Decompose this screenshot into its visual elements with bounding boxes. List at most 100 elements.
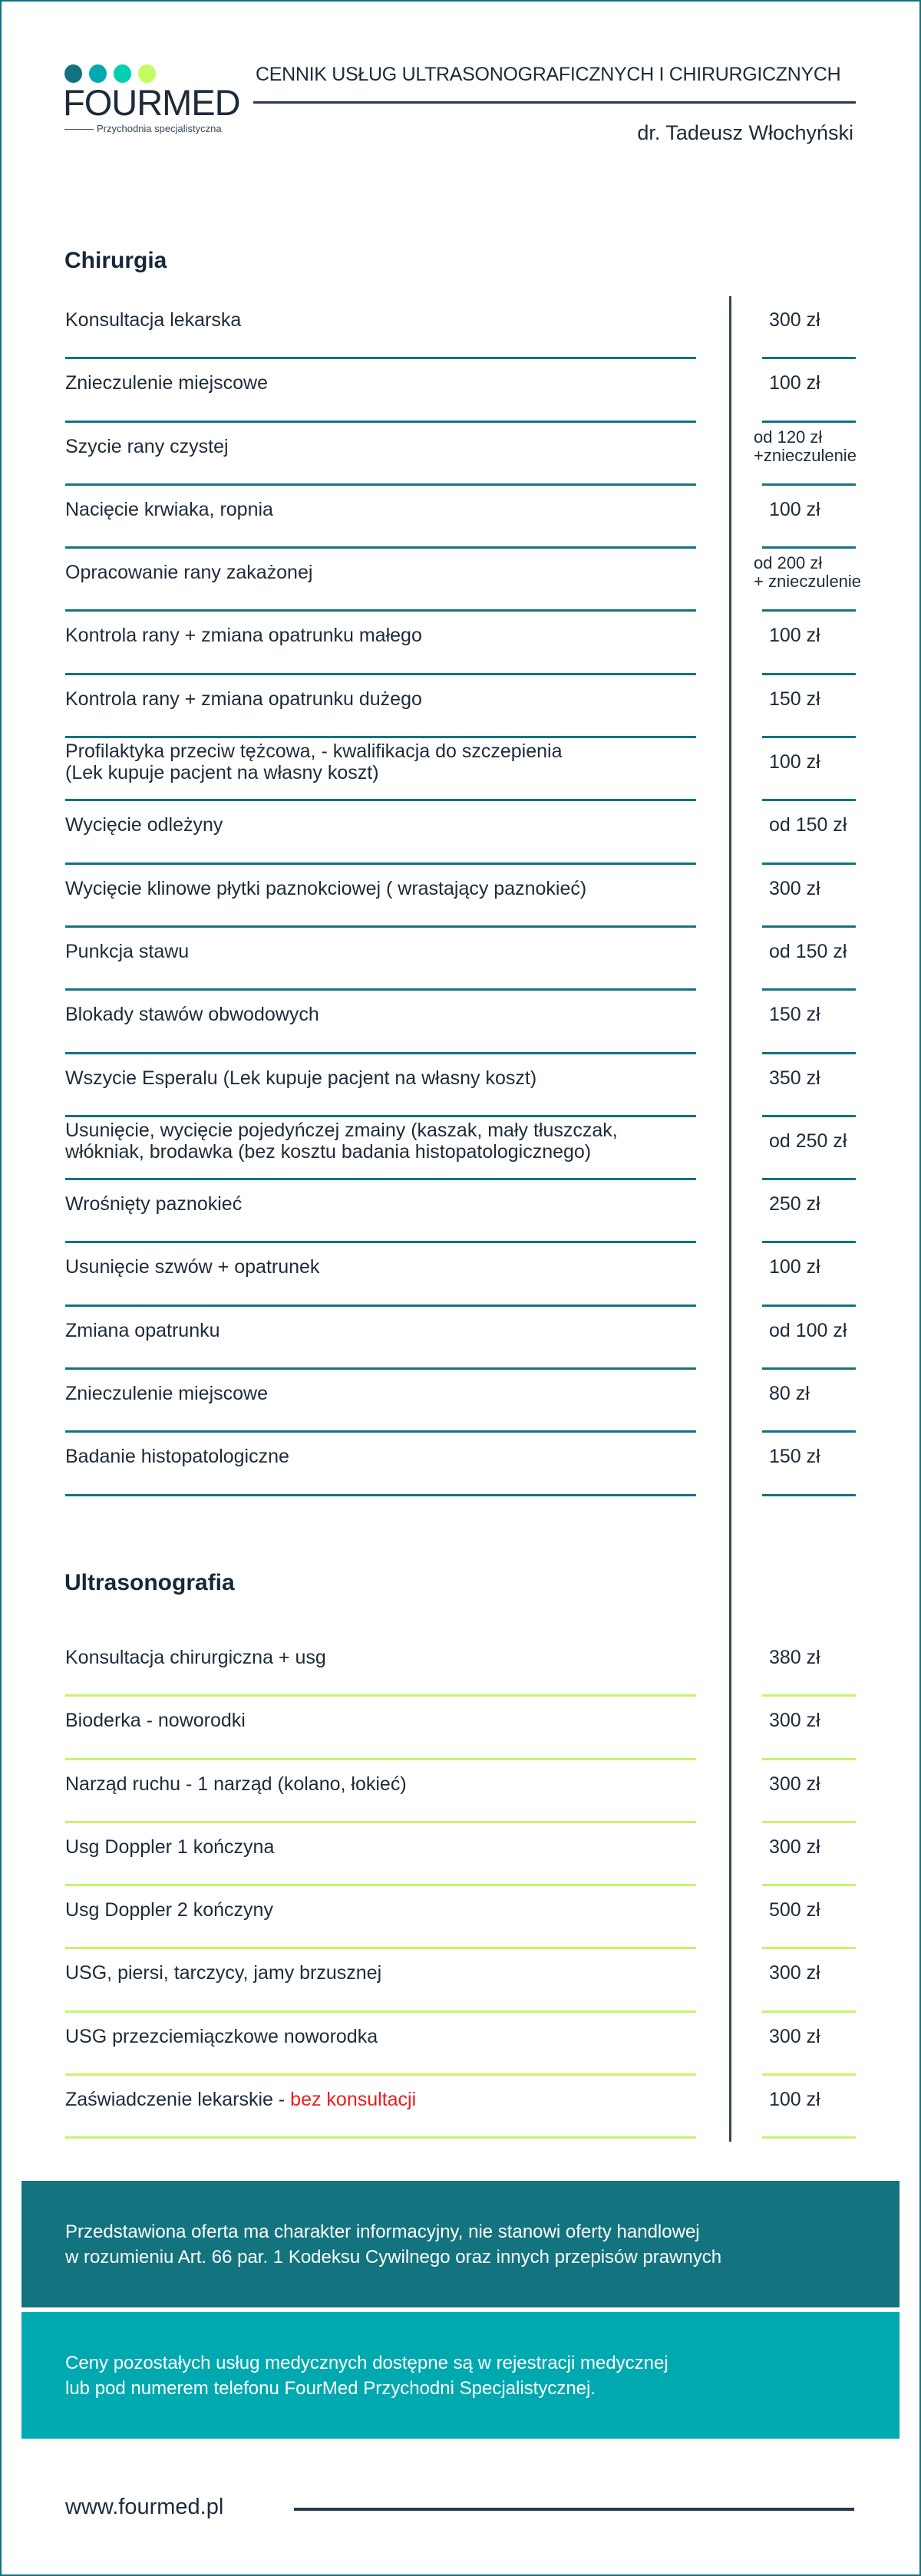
row-divider — [65, 1694, 696, 1697]
service-price: od 150 zł — [769, 940, 847, 962]
service-name: Punkcja stawu — [65, 928, 702, 975]
service-price: 150 zł — [769, 688, 820, 710]
service-price: 300 zł — [769, 1773, 820, 1795]
price-row: Wycięcie odleżyny od 150 zł — [0, 801, 921, 865]
service-name: Badanie histopatologiczne — [65, 1433, 702, 1480]
price-divider — [762, 2136, 856, 2139]
service-name-text: Konsultacja lekarska — [65, 309, 242, 331]
price-divider — [762, 1493, 856, 1496]
row-divider — [65, 2073, 696, 2076]
price-row: Narząd ruchu - 1 narząd (kolano, łokieć)… — [0, 1760, 921, 1823]
service-name: Znieczulenie miejscowe — [65, 1370, 702, 1417]
service-name-text: USG przezciemiączkowe noworodka — [65, 2025, 378, 2047]
service-price: 300 zł — [769, 2025, 820, 2047]
price-divider — [762, 420, 856, 423]
price-divider — [762, 799, 856, 802]
service-name: Nacięcie krwiaka, ropnia — [65, 486, 702, 533]
service-price: 300 zł — [769, 1836, 820, 1858]
row-divider — [65, 1820, 696, 1823]
price-row: Profilaktyka przeciw tężcowa, - kwalifik… — [0, 738, 921, 802]
service-name: Usunięcie szwów + opatrunek — [65, 1243, 702, 1291]
row-divider — [65, 988, 696, 991]
service-name: USG przezciemiączkowe noworodka — [65, 2013, 702, 2060]
price-divider — [762, 1430, 856, 1433]
service-name-text: Znieczulenie miejscowe — [65, 1383, 269, 1405]
service-name: Blokady stawów obwodowych — [65, 991, 702, 1038]
price-row: Kontrola rany + zmiana opatrunku dużego 1… — [0, 675, 921, 739]
service-name: Usunięcie, wycięcie pojedyńczej zmainy (… — [65, 1117, 702, 1165]
price-row: Zaświadczenie lekarskie - bez konsultacj… — [0, 2076, 921, 2139]
price-row: Usunięcie szwów + opatrunek 100 zł — [0, 1243, 921, 1307]
price-divider — [762, 988, 856, 991]
surgery-price-list: Konsultacja lekarska 300 zł Znieczulenie m… — [0, 296, 921, 1496]
price-row: Wszycie Esperalu (Lek kupuje pacjent na … — [0, 1054, 921, 1117]
service-name: Znieczulenie miejscowe — [65, 359, 702, 407]
website-link[interactable]: www.fourmed.pl — [65, 2495, 224, 2519]
service-price: 300 zł — [769, 1962, 820, 1984]
service-name: Bioderka - noworodki — [65, 1697, 702, 1744]
price-row: Szycie rany czystej od 120 zł +znieczulen… — [0, 423, 921, 486]
service-name: Wycięcie klinowe płytki paznokciowej ( w… — [65, 865, 702, 912]
service-price: 150 zł — [769, 1004, 820, 1026]
row-divider — [65, 672, 696, 675]
price-row: Znieczulenie miejscowe 100 zł — [0, 359, 921, 423]
service-name-text: Nacięcie krwiaka, ropnia — [65, 498, 273, 520]
service-price: 300 zł — [769, 877, 820, 899]
service-name-text: Konsultacja chirurgiczna + usg — [65, 1647, 326, 1668]
row-divider — [65, 1178, 696, 1181]
service-name-text: Narząd ruchu - 1 narząd (kolano, łokieć) — [65, 1773, 407, 1795]
price-divider — [762, 736, 856, 739]
section-title-surgery: Chirurgia — [64, 248, 167, 273]
doctor-name: dr. Tadeusz Włochyński — [637, 121, 853, 144]
price-row: Badanie histopatologiczne 150 zł — [0, 1433, 921, 1496]
row-divider — [65, 609, 696, 612]
service-name: Kontrola rany + zmiana opatrunku małego — [65, 612, 702, 659]
service-price: 100 zł — [769, 498, 820, 520]
price-divider — [762, 2010, 856, 2013]
price-row: Znieczulenie miejscowe 80 zł — [0, 1370, 921, 1433]
service-price: 300 zł — [769, 1710, 820, 1732]
service-price: 100 zł — [769, 751, 820, 773]
service-name-text: Wrośnięty paznokieć — [65, 1193, 243, 1215]
service-name-text: Blokady stawów obwodowych — [65, 1004, 319, 1026]
price-row: Konsultacja lekarska 300 zł — [0, 296, 921, 360]
logo-dot-2 — [89, 64, 107, 83]
price-divider — [762, 2073, 856, 2076]
row-divider — [65, 925, 696, 928]
price-divider — [762, 483, 856, 486]
price-divider — [762, 1304, 856, 1307]
service-name: Usg Doppler 2 kończyny — [65, 1886, 702, 1934]
section-title-ultrasound: Ultrasonografia — [64, 1570, 235, 1595]
brand-name: FOURMED — [63, 82, 241, 123]
logo-dot-1 — [64, 64, 82, 83]
service-name-highlight: bez konsultacji — [290, 2089, 417, 2111]
row-divider — [65, 799, 696, 802]
column-divider — [729, 296, 731, 2142]
price-row: Nacięcie krwiaka, ropnia 100 zł — [0, 486, 921, 549]
service-name: Wrośnięty paznokieć — [65, 1180, 702, 1228]
row-divider — [65, 1884, 696, 1887]
logo-dot-4 — [138, 64, 156, 83]
row-divider — [65, 1367, 696, 1370]
logo-dot-3 — [114, 64, 131, 83]
row-divider — [65, 1430, 696, 1433]
service-name-text: Wycięcie klinowe płytki paznokciowej ( w… — [65, 877, 587, 899]
service-name: Wycięcie odleżyny — [65, 801, 702, 849]
service-price: 100 zł — [769, 372, 820, 394]
service-price: 300 zł — [769, 309, 820, 331]
price-row: Wycięcie klinowe płytki paznokciowej ( w… — [0, 865, 921, 928]
service-name-text: Zmiana opatrunku — [65, 1319, 220, 1341]
price-divider — [762, 1757, 856, 1760]
service-price: 100 zł — [769, 2089, 820, 2111]
service-price: od 120 zł +znieczulenie — [754, 427, 857, 465]
price-row: Bioderka - noworodki 300 zł — [0, 1697, 921, 1760]
price-row: Konsultacja chirurgiczna + usg 380 zł — [0, 1634, 921, 1697]
service-name: Usg Doppler 1 kończyna — [65, 1823, 702, 1871]
row-divider — [65, 2010, 696, 2013]
service-name: Konsultacja lekarska — [65, 296, 702, 344]
price-row: Blokady stawów obwodowych 150 zł — [0, 991, 921, 1054]
service-price: od 250 zł — [769, 1130, 847, 1152]
price-row: Usunięcie, wycięcie pojedyńczej zmainy (… — [0, 1117, 921, 1181]
service-name-text: Punkcja stawu — [65, 940, 190, 962]
service-name-text: Wszycie Esperalu (Lek kupuje pacjent na … — [65, 1067, 537, 1089]
